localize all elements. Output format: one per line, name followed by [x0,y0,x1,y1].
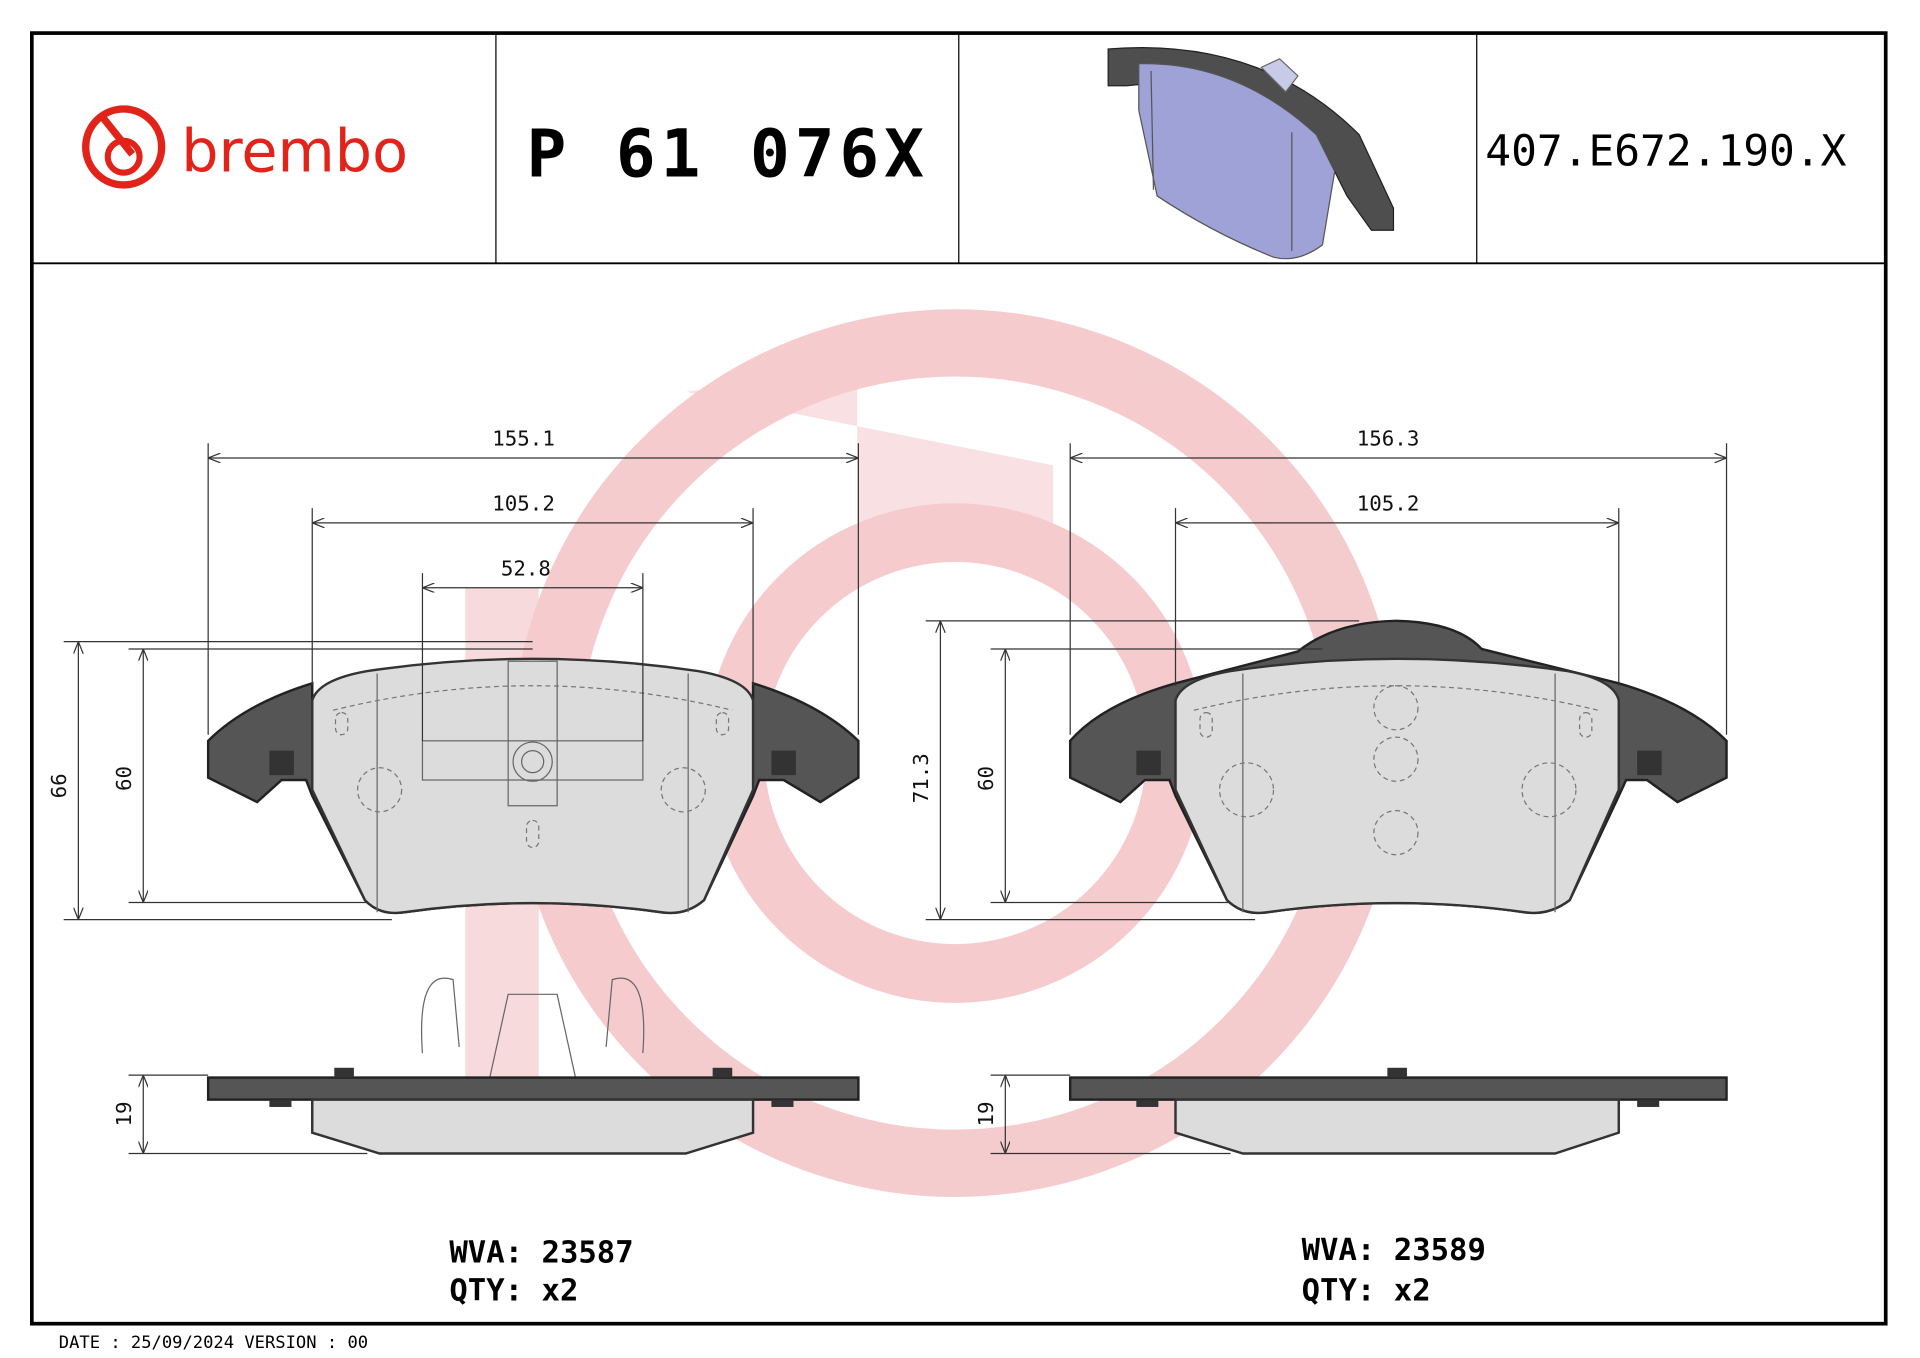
dim-width-inner: 52.8 [501,557,551,581]
right-pad-front-view [1068,619,1728,915]
dim-width-total: 156.3 [1357,427,1420,451]
part-number: P 61 076X [527,115,929,192]
dim-thickness: 19 [112,1102,136,1127]
right-pad-side-view: 19 [974,1067,1728,1155]
brembo-logo: brembo [82,105,408,189]
retaining-spring [421,660,644,807]
dim-width-total: 155.1 [492,427,555,451]
footer-date-version: DATE : 25/09/2024 VERSION : 00 [59,1333,368,1353]
dim-thickness: 19 [974,1102,998,1127]
right-wva: WVA: 23589 [1302,1233,1486,1268]
dim-width-mid: 105.2 [1357,492,1420,516]
right-qty: QTY: x2 [1302,1273,1431,1308]
dim-height-friction: 60 [112,766,136,791]
left-pad-dimensions: 155.1 105.2 52.8 66 60 [47,427,859,921]
product-render-image [1107,47,1395,260]
dim-height-friction: 60 [974,766,998,791]
left-wva: WVA: 23587 [449,1235,633,1270]
reference-number: 407.E672.190.X [1485,126,1846,176]
right-pad-dimensions: 156.3 105.2 71.3 60 [909,427,1728,921]
left-qty: QTY: x2 [449,1273,578,1308]
left-pad-side-view: 19 [112,977,860,1155]
logo-wordmark: brembo [181,116,408,185]
dim-height-total: 66 [47,773,71,798]
dim-width-mid: 105.2 [492,492,555,516]
dim-height-total: 71.3 [909,753,933,803]
